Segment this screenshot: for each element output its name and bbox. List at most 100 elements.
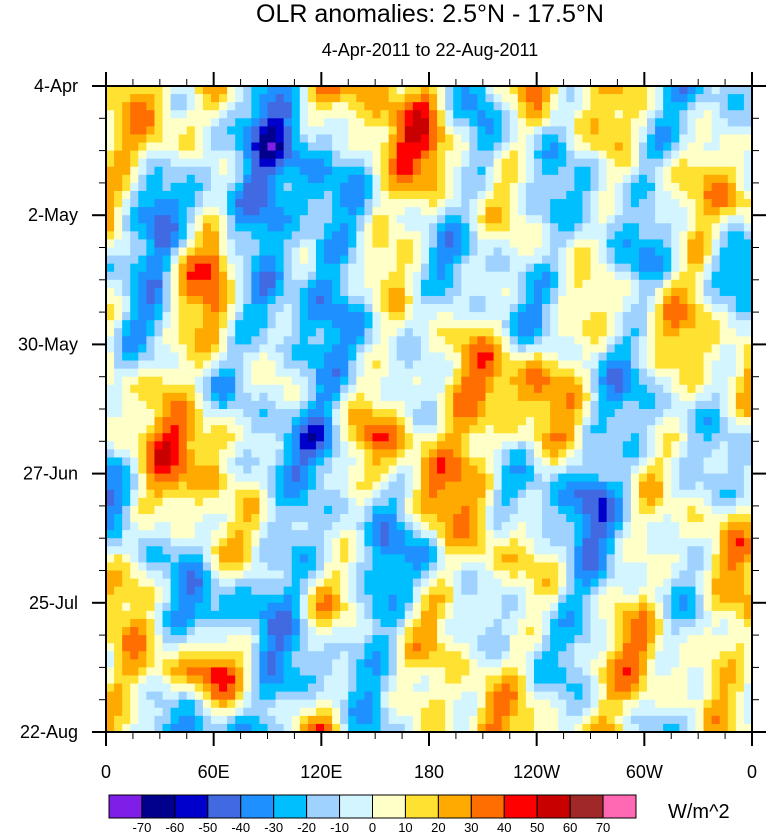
heatmap-cell (509, 215, 519, 224)
heatmap-cell (130, 110, 139, 119)
heatmap-cell (364, 473, 373, 483)
heatmap-cell (614, 441, 624, 450)
heatmap-cell (542, 505, 551, 515)
heatmap-cell (178, 497, 188, 507)
heatmap-cell (227, 295, 236, 305)
heatmap-cell (743, 174, 753, 184)
heatmap-cell (558, 409, 567, 418)
heatmap-cell (558, 150, 567, 160)
heatmap-cell (485, 481, 494, 491)
heatmap-cell (461, 118, 470, 127)
heatmap-cell (202, 263, 212, 273)
heatmap-cell (372, 513, 381, 523)
heatmap-cell (283, 497, 293, 507)
heatmap-cell (235, 376, 244, 386)
heatmap-cell (671, 513, 680, 523)
heatmap-cell (291, 344, 301, 353)
heatmap-cell (194, 239, 204, 248)
heatmap-cell (453, 562, 462, 571)
heatmap-cell (437, 513, 446, 523)
heatmap-cell (130, 513, 139, 523)
heatmap-cell (243, 425, 252, 434)
heatmap-cell (243, 279, 252, 289)
heatmap-cell (453, 400, 462, 410)
heatmap-cell (453, 126, 462, 135)
heatmap-cell (525, 223, 535, 232)
heatmap-cell (243, 400, 252, 410)
heatmap-cell (251, 231, 260, 240)
heatmap-cell (453, 86, 462, 95)
heatmap-cell (533, 174, 543, 184)
heatmap-cell (267, 546, 276, 555)
heatmap-cell (122, 263, 131, 273)
heatmap-cell (235, 384, 244, 394)
heatmap-cell (210, 295, 220, 305)
heatmap-cell (219, 190, 228, 200)
heatmap-cell (210, 417, 220, 426)
heatmap-cell (307, 102, 317, 111)
heatmap-cell (396, 481, 406, 491)
heatmap-cell (154, 425, 163, 434)
heatmap-cell (162, 489, 171, 499)
heatmap-cell (598, 158, 608, 168)
heatmap-cell (719, 134, 729, 143)
heatmap-cell (525, 473, 535, 483)
heatmap-cell (332, 304, 341, 313)
heatmap-cell (194, 336, 204, 345)
heatmap-cell (202, 368, 212, 378)
heatmap-cell (299, 433, 309, 442)
heatmap-cell (267, 522, 276, 531)
heatmap-cell (735, 376, 745, 386)
heatmap-cell (315, 384, 325, 394)
heatmap-cell (178, 368, 188, 378)
heatmap-cell (291, 336, 301, 345)
heatmap-cell (735, 368, 745, 378)
heatmap-cell (243, 505, 252, 515)
heatmap-cell (647, 304, 656, 313)
heatmap-cell (622, 142, 632, 151)
heatmap-cell (259, 312, 268, 321)
heatmap-cell (614, 392, 624, 402)
heatmap-cell (630, 134, 640, 143)
heatmap-cell (598, 150, 608, 160)
heatmap-cell (307, 554, 317, 563)
heatmap-cell (194, 457, 204, 466)
heatmap-cell (283, 513, 293, 523)
heatmap-cell (396, 497, 406, 507)
heatmap-cell (162, 336, 171, 345)
heatmap-cell (412, 166, 422, 176)
heatmap-cell (122, 110, 131, 119)
heatmap-cell (647, 538, 656, 547)
heatmap-cell (525, 158, 535, 168)
heatmap-cell (671, 505, 680, 515)
heatmap-cell (647, 481, 656, 491)
heatmap-cell (719, 376, 729, 386)
heatmap-cell (429, 207, 438, 216)
heatmap-cell (307, 344, 317, 353)
heatmap-cell (437, 287, 446, 297)
heatmap-cell (420, 328, 430, 337)
heatmap-cell (146, 473, 155, 483)
heatmap-cell (243, 360, 252, 370)
heatmap-cell (493, 384, 503, 394)
heatmap-cell (372, 110, 381, 119)
heatmap-cell (154, 142, 163, 151)
heatmap-cell (396, 102, 406, 111)
heatmap-cell (453, 505, 462, 515)
heatmap-cell (412, 352, 422, 361)
heatmap-cell (606, 304, 616, 313)
heatmap-cell (396, 336, 406, 345)
heatmap-cell (202, 497, 212, 507)
heatmap-cell (170, 481, 180, 491)
heatmap-cell (202, 158, 212, 168)
heatmap-cell (122, 271, 131, 281)
heatmap-cell (404, 126, 414, 135)
heatmap-cell (437, 174, 446, 184)
heatmap-cell (138, 384, 147, 394)
heatmap-cell (404, 271, 414, 281)
heatmap-cell (332, 546, 341, 555)
heatmap-cell (711, 158, 721, 168)
heatmap-cell (194, 263, 204, 273)
heatmap-cell (275, 481, 285, 491)
